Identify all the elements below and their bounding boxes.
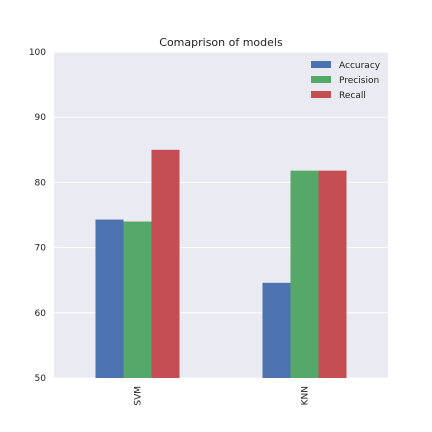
legend-swatch-recall — [311, 91, 331, 98]
y-tick-label-50: 50 — [35, 374, 47, 384]
x-tick-labels: SVM KNN — [134, 386, 311, 406]
legend-swatch-precision — [311, 76, 331, 83]
bar-svm-recall — [151, 149, 180, 378]
bar-knn-accuracy — [262, 282, 291, 378]
x-tick-label-svm: SVM — [134, 386, 144, 406]
bars — [95, 149, 347, 378]
legend: Accuracy Precision Recall — [311, 61, 381, 101]
y-tick-label-60: 60 — [35, 309, 47, 319]
bar-knn-precision — [290, 170, 319, 378]
bar-knn-recall — [318, 170, 347, 378]
bar-svm-precision — [123, 221, 152, 378]
legend-swatch-accuracy — [311, 61, 331, 68]
legend-label-recall: Recall — [339, 91, 366, 101]
y-tick-labels: 50 60 70 80 90 100 — [29, 48, 46, 384]
bar-svm-accuracy — [95, 219, 124, 378]
y-tick-label-90: 90 — [35, 113, 47, 123]
y-tick-label-80: 80 — [35, 178, 47, 188]
y-tick-label-70: 70 — [35, 244, 47, 254]
legend-label-precision: Precision — [339, 76, 379, 86]
legend-label-accuracy: Accuracy — [339, 61, 381, 71]
x-tick-label-knn: KNN — [301, 386, 311, 405]
chart-title: Comaprison of models — [159, 36, 283, 49]
y-tick-label-100: 100 — [29, 48, 46, 58]
